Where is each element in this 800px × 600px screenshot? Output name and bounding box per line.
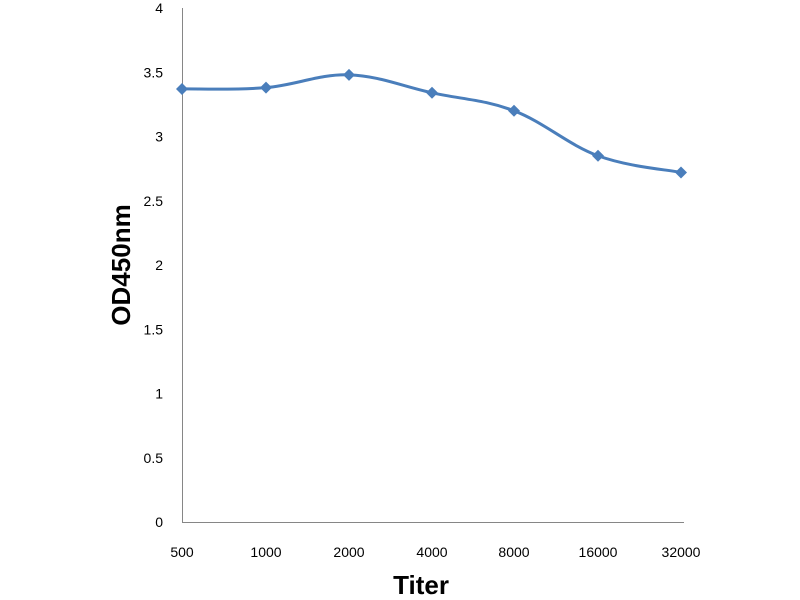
y-axis-title: OD450nm	[106, 204, 136, 325]
y-tick-label: 2.5	[144, 193, 164, 209]
y-tick-labels: 0 0.5 1 1.5 2 2.5 3 3.5 4	[144, 0, 164, 530]
data-point-marker	[426, 86, 438, 99]
data-point-marker	[675, 166, 687, 179]
x-tick-label: 2000	[333, 544, 364, 560]
y-tick-label: 4	[155, 0, 163, 16]
y-tick-label: 1.5	[144, 321, 164, 337]
data-point-marker	[508, 104, 520, 117]
y-tick-label: 3	[155, 129, 163, 145]
x-tick-label: 500	[170, 544, 194, 560]
y-tick-label: 0	[155, 514, 163, 530]
x-tick-label: 32000	[662, 544, 701, 560]
y-tick-label: 3.5	[144, 64, 164, 80]
data-point-marker	[592, 149, 604, 162]
x-tick-label: 1000	[250, 544, 281, 560]
data-point-marker	[176, 82, 188, 95]
data-point-marker	[260, 81, 272, 94]
x-tick-label: 16000	[579, 544, 618, 560]
x-tick-labels: 500 1000 2000 4000 8000 16000 32000	[170, 544, 700, 560]
x-tick-label: 4000	[416, 544, 447, 560]
x-axis-title: Titer	[393, 570, 449, 600]
y-tick-label: 2	[155, 257, 163, 273]
data-point-marker	[343, 68, 355, 81]
x-tick-label: 8000	[498, 544, 529, 560]
y-tick-label: 0.5	[144, 450, 164, 466]
y-tick-label: 1	[155, 386, 163, 402]
series-line-group	[176, 68, 687, 179]
